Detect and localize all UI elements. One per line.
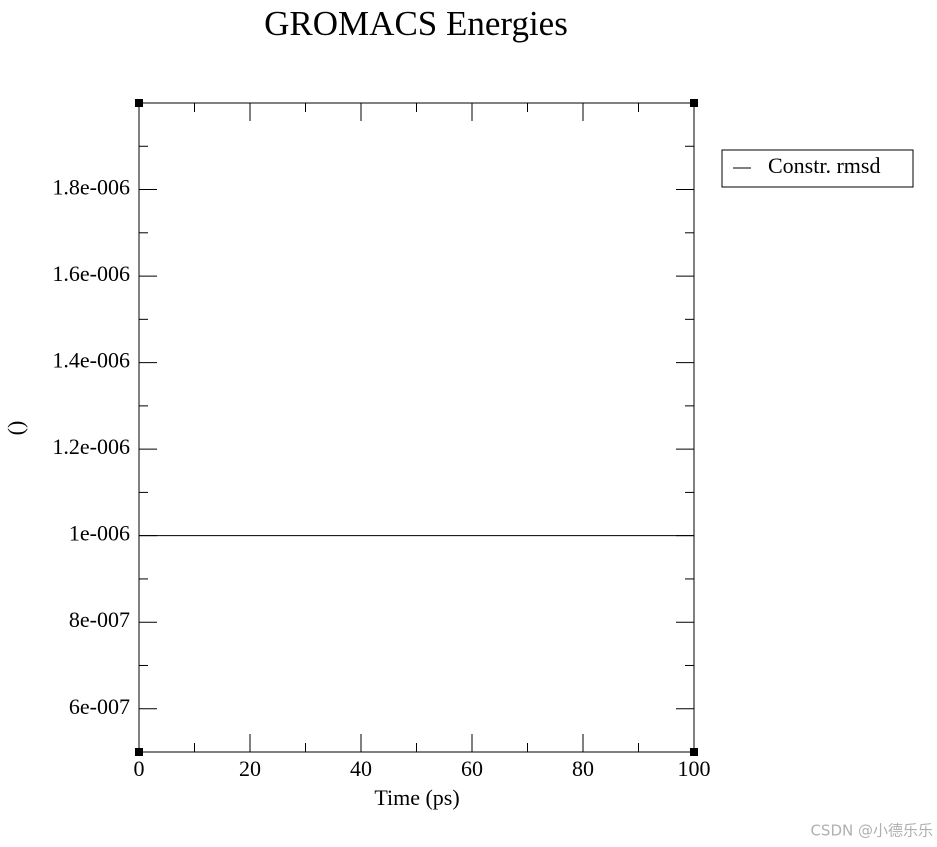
y-tick-label: 1.2e-006 [52,434,130,459]
x-tick-label: 40 [350,756,372,781]
y-tick-label: 8e-007 [69,607,130,632]
watermark: CSDN @小德乐乐 [810,822,933,840]
y-axis-label: () [3,421,28,436]
y-tick-label: 1.8e-006 [52,175,130,200]
y-tick-label: 6e-007 [69,694,130,719]
x-tick-label: 0 [134,756,145,781]
y-tick-label: 1.6e-006 [52,261,130,286]
y-tick-label: 1.4e-006 [52,348,130,373]
x-tick-label: 60 [461,756,483,781]
x-axis-label: Time (ps) [374,785,459,810]
x-tick-label: 20 [239,756,261,781]
legend-box [721,149,914,188]
chart-title: GROMACS Energies [264,4,568,43]
y-tick-label: 1e-006 [69,521,130,546]
x-tick-label: 100 [678,756,711,781]
x-tick-label: 80 [572,756,594,781]
legend-label: Constr. rmsd [768,153,880,178]
